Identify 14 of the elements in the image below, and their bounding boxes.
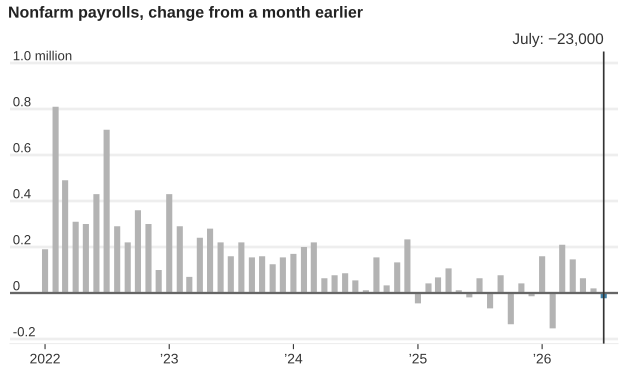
- chart-title: Nonfarm payrolls, change from a month earlier: [9, 6, 363, 21]
- ref-line-label: July: −23,000: [512, 32, 604, 48]
- x-tick-label: ’23: [160, 354, 178, 364]
- y-tick-label: 0.2: [13, 235, 30, 244]
- x-tick-label: ’24: [285, 354, 302, 364]
- x-tick-label: ’26: [534, 354, 551, 364]
- y-tick-label: -0.2: [13, 327, 35, 336]
- y-tick-label: 0.6: [13, 143, 31, 152]
- x-tick-label: 2022: [30, 354, 60, 364]
- y-tick-label: 0.4: [13, 189, 31, 198]
- y-tick-label: 0.8: [13, 97, 31, 106]
- y-tick-label: 1.0 million: [14, 50, 72, 60]
- x-tick-label: ’25: [410, 354, 427, 364]
- y-tick-label: 0: [13, 281, 20, 290]
